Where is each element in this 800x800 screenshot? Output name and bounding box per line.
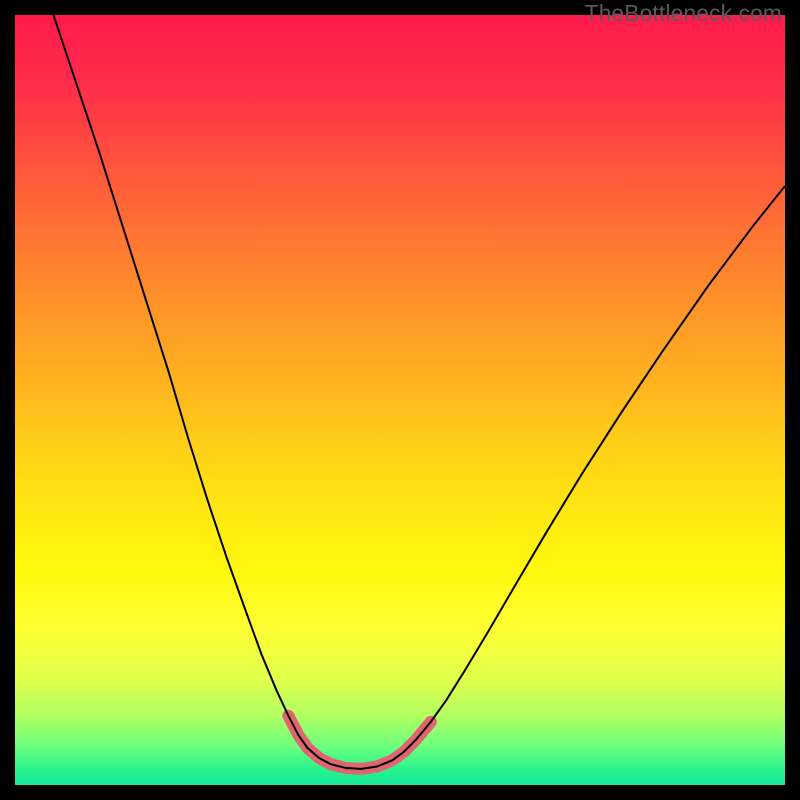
gradient-background	[15, 15, 785, 785]
watermark-text: TheBottleneck.com	[585, 0, 782, 27]
bottleneck-curve-chart	[15, 15, 785, 785]
chart-container: TheBottleneck.com	[0, 0, 800, 800]
